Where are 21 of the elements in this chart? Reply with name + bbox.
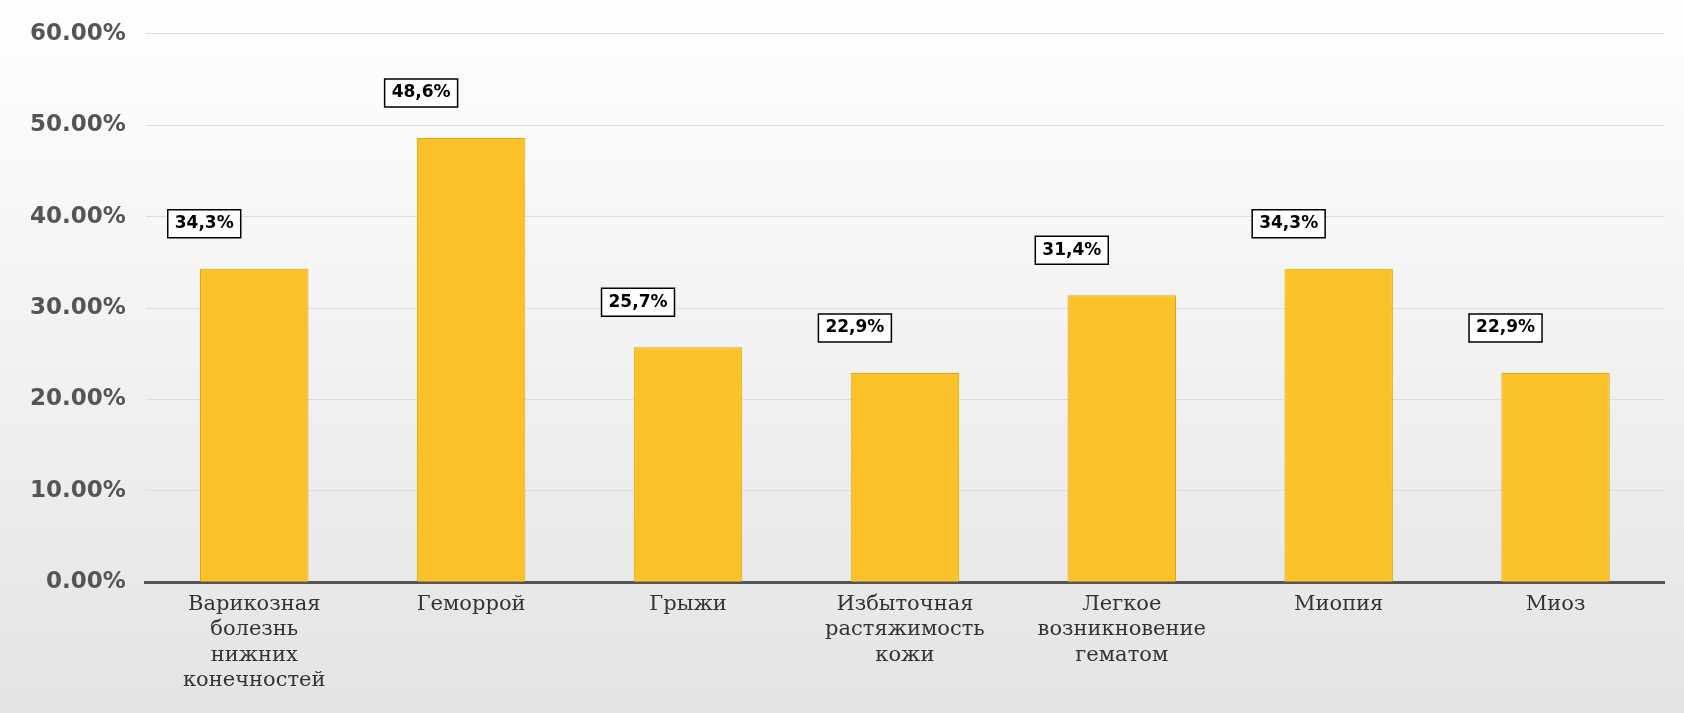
x-tick-label: Легкое возникновение гематом	[1037, 591, 1206, 666]
y-tick-label: 50.00%	[30, 110, 126, 137]
data-label: 22,9%	[825, 316, 885, 337]
data-label: 31,4%	[1042, 238, 1102, 259]
y-tick-label: 20.00%	[30, 384, 126, 411]
y-tick-label: 60.00%	[30, 18, 126, 45]
x-tick-label: Варикозная болезнь нижних конечностей	[182, 591, 326, 691]
x-tick-label: Миоз	[1525, 591, 1586, 616]
y-tick-label: 40.00%	[30, 201, 126, 228]
data-label: 34,3%	[174, 212, 234, 233]
x-tick-label: Грыжи	[649, 591, 727, 616]
x-tick-label: Геморрой	[416, 591, 526, 616]
y-tick-label: 30.00%	[30, 292, 126, 319]
y-tick-label: 10.00%	[30, 475, 126, 502]
y-tick-label: 0.00%	[46, 567, 126, 594]
x-tick-label: Избыточная растяжимость кожи	[825, 591, 985, 666]
data-label: 25,7%	[608, 290, 668, 311]
x-tick-label: Миопия	[1293, 591, 1384, 616]
data-label: 48,6%	[391, 81, 451, 102]
data-label: 22,9%	[1476, 316, 1536, 337]
data-label: 34,3%	[1259, 212, 1319, 233]
